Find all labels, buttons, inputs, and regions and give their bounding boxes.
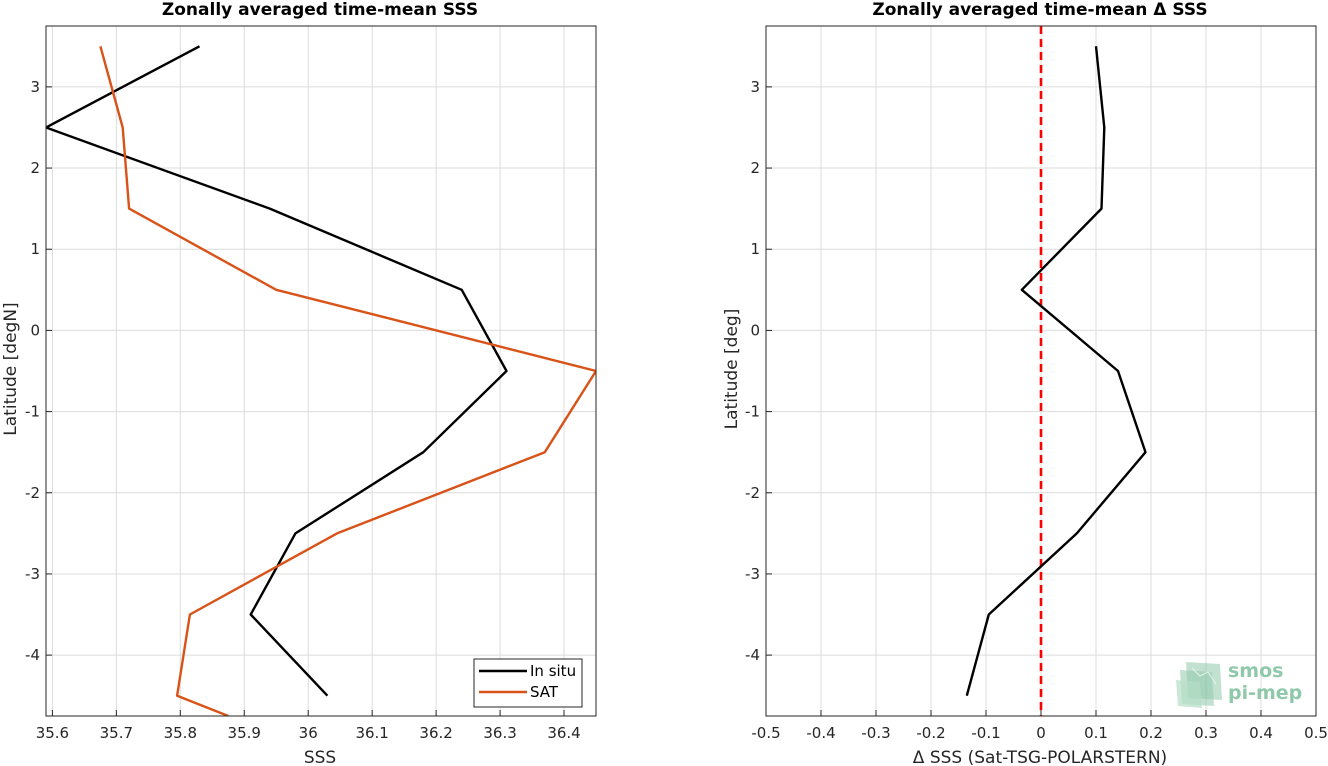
- y-tick-label: 3: [30, 78, 40, 96]
- y-tick-label: -2: [745, 484, 760, 502]
- x-axis-label: SSS: [304, 748, 336, 766]
- y-tick-label: -3: [745, 565, 760, 583]
- plot-area-frame: [765, 25, 1317, 717]
- x-tick-label: 0.2: [1139, 724, 1163, 742]
- x-tick-label: -0.1: [971, 724, 1000, 742]
- chart-delta-sss: Zonally averaged time-mean Δ SSS Δ SSS (…: [722, 0, 1328, 766]
- series-line-delta-sss: [965, 46, 1147, 697]
- series-line-in-situ: [46, 45, 508, 697]
- x-tick-label: 36.1: [355, 724, 388, 742]
- logo-graphic: [1176, 662, 1222, 708]
- x-tick-label: -0.3: [861, 724, 890, 742]
- smos-pi-mep-logo: smos pi-mep: [1176, 660, 1302, 708]
- x-tick-label: -0.4: [806, 724, 835, 742]
- x-tick-label: 36.2: [419, 724, 452, 742]
- y-tick-label: -4: [25, 646, 40, 664]
- y-tick-label: 2: [750, 159, 760, 177]
- legend-label-in-situ: In situ: [530, 662, 576, 680]
- y-tick-label: -4: [745, 646, 760, 664]
- y-tick-label: 0: [30, 321, 40, 339]
- plot-area-frame: [45, 25, 597, 717]
- x-tick-label: 36.4: [547, 724, 580, 742]
- x-tick-label: 0.4: [1249, 724, 1273, 742]
- chart-title: Zonally averaged time-mean Δ SSS: [872, 0, 1207, 20]
- y-axis-label: Latitude [degN]: [1, 302, 21, 435]
- x-tick-label: 0.3: [1194, 724, 1218, 742]
- x-tick-label: 0: [1036, 724, 1046, 742]
- x-tick-label: 35.9: [228, 724, 261, 742]
- y-tick-label: 3: [750, 78, 760, 96]
- logo-text-smos: smos: [1228, 660, 1283, 682]
- series-line-sat: [99, 45, 596, 716]
- x-tick-label: -0.2: [916, 724, 945, 742]
- x-tick-label: 35.7: [100, 724, 133, 742]
- y-tick-label: -2: [25, 484, 40, 502]
- y-tick-label: -1: [745, 403, 760, 421]
- x-tick-label: -0.5: [751, 724, 780, 742]
- x-tick-label: 35.6: [36, 724, 69, 742]
- y-tick-label: 1: [30, 240, 40, 258]
- y-tick-label: 2: [30, 159, 40, 177]
- x-tick-label: 36: [299, 724, 318, 742]
- legend: In situ SAT: [473, 658, 583, 708]
- x-tick-label: 0.1: [1084, 724, 1108, 742]
- x-tick-label: 36.3: [483, 724, 516, 742]
- y-axis-label: Latitude [deg]: [722, 309, 742, 430]
- x-tick-label: 35.8: [164, 724, 197, 742]
- logo-text-pi-mep: pi-mep: [1228, 682, 1302, 704]
- y-tick-label: -3: [25, 565, 40, 583]
- chart-title: Zonally averaged time-mean SSS: [162, 0, 478, 20]
- chart-sss: Zonally averaged time-mean SSS SSS Latit…: [1, 0, 597, 766]
- legend-box: [473, 658, 583, 708]
- y-tick-label: 1: [750, 240, 760, 258]
- y-tick-label: -1: [25, 403, 40, 421]
- grid: [46, 26, 596, 716]
- x-axis-label: Δ SSS (Sat-TSG-POLARSTERN): [913, 748, 1167, 766]
- x-tick-label: 0.5: [1304, 724, 1328, 742]
- legend-label-sat: SAT: [530, 683, 559, 701]
- y-tick-label: 0: [750, 321, 760, 339]
